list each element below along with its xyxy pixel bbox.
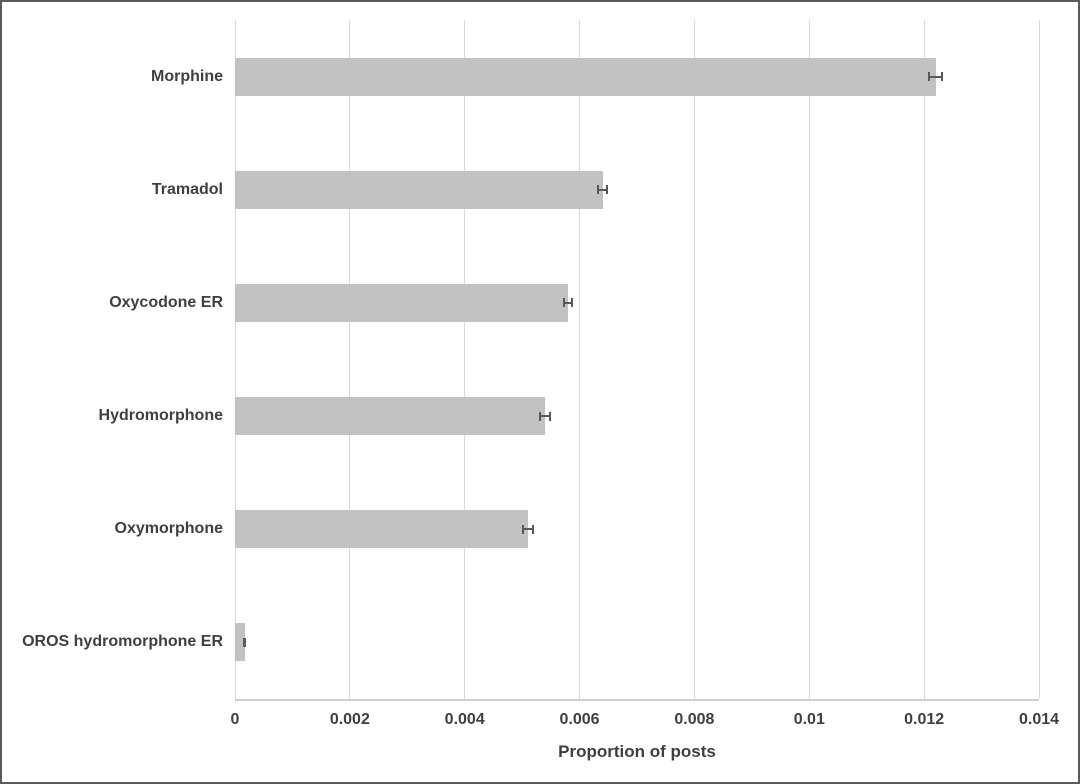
error-bar-cap <box>928 72 931 82</box>
error-bar-cap <box>243 637 246 647</box>
x-tick-label: 0.006 <box>559 711 600 728</box>
category-label: OROS hydromorphone ER <box>22 633 223 651</box>
bar <box>235 283 569 322</box>
gridline <box>234 20 236 699</box>
error-bar-cap <box>570 298 573 308</box>
category-label: Morphine <box>151 67 223 85</box>
error-bar <box>563 298 573 308</box>
gridline <box>1038 20 1040 699</box>
gridline <box>923 20 925 699</box>
category-label: Hydromorphone <box>98 407 223 425</box>
error-bar-cap <box>941 72 944 82</box>
bar <box>235 170 603 209</box>
bar <box>235 510 528 549</box>
error-bar-cap <box>548 411 551 421</box>
error-bar-cap <box>522 524 525 534</box>
error-bar <box>243 637 247 647</box>
error-bar <box>596 185 609 195</box>
gridline <box>349 20 351 699</box>
bar <box>235 397 546 436</box>
x-tick-label: 0.01 <box>793 711 825 728</box>
error-bar-cap <box>563 298 566 308</box>
error-bar-cap <box>596 185 599 195</box>
plot-area <box>234 20 1040 701</box>
error-bar <box>522 524 534 534</box>
error-bar-line <box>539 415 551 418</box>
category-label: Oxycodone ER <box>109 293 223 311</box>
x-tick-label: 0.012 <box>904 711 945 728</box>
gridline <box>808 20 810 699</box>
x-tick-label: 0.004 <box>444 711 485 728</box>
error-bar-cap <box>606 185 609 195</box>
x-tick-label: 0.014 <box>1018 711 1060 728</box>
error-bar <box>539 411 551 421</box>
category-label: Tramadol <box>151 180 223 198</box>
x-tick-label: 0.002 <box>329 711 370 728</box>
error-bar-line <box>522 528 534 531</box>
error-bar <box>928 72 944 82</box>
x-axis-title: Proportion of posts <box>558 742 716 761</box>
x-tick-label: 0 <box>230 711 240 728</box>
category-label: Oxymorphone <box>114 520 223 538</box>
gridline <box>693 20 695 699</box>
bar <box>235 57 936 96</box>
error-bar-line <box>596 188 609 191</box>
x-tick-label: 0.008 <box>674 711 715 728</box>
error-bar-line <box>563 301 573 304</box>
bar <box>235 623 245 662</box>
error-bar-cap <box>244 637 247 647</box>
error-bar-cap <box>531 524 534 534</box>
gridline <box>579 20 581 699</box>
error-bar-cap <box>539 411 542 421</box>
gridline <box>464 20 466 699</box>
error-bar-line <box>928 75 944 78</box>
